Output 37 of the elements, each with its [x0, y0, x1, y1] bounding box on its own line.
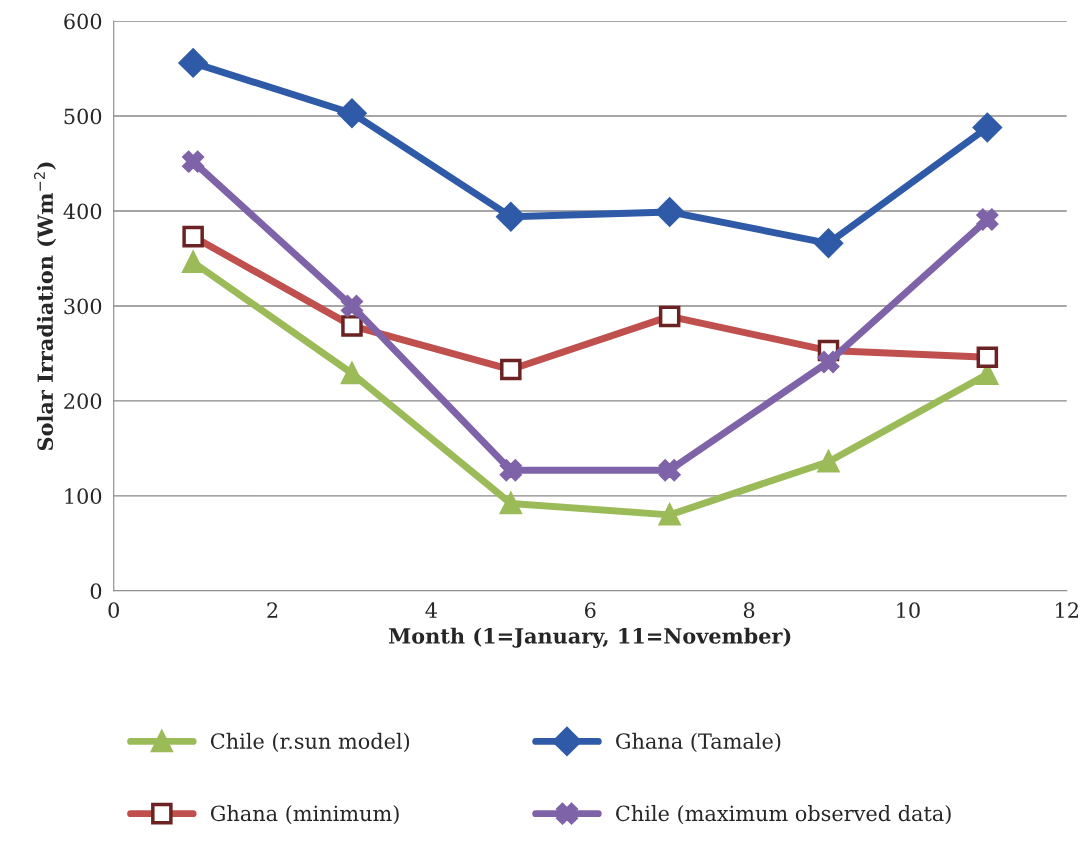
point [817, 351, 840, 373]
y-tick-label: 0 [90, 583, 102, 600]
x-tick-label: 12 [1056, 602, 1078, 618]
point [499, 490, 523, 515]
point [500, 459, 522, 481]
y-tick-label: 200 [64, 393, 102, 410]
x-tick-label: 6 [585, 602, 596, 619]
y-axis-title: Solar Irradiation (Wm$^{−2}$) [33, 162, 57, 451]
legend-label: Chile (r.sun model) [210, 732, 410, 752]
point [178, 48, 208, 78]
y-tick-label: 100 [65, 488, 102, 505]
x-axis-title: Month (1=January, 11=November) [389, 627, 791, 649]
y-tick-label: 600 [64, 13, 102, 30]
point [655, 197, 685, 227]
point [972, 112, 1002, 142]
point [817, 450, 840, 473]
x-tick-label: 8 [743, 602, 755, 619]
point [813, 228, 843, 258]
y-tick-label: 300 [64, 298, 102, 315]
legend-label: Ghana (minimum) [210, 805, 399, 825]
point [658, 459, 681, 481]
legend-label: Ghana (Tamale) [616, 732, 781, 752]
y-tick-label: 400 [63, 203, 102, 220]
y-tick-label: 500 [64, 108, 102, 125]
point [337, 98, 367, 128]
x-tick-label: 4 [425, 602, 437, 618]
point [658, 504, 681, 526]
point [340, 360, 363, 385]
point [182, 150, 204, 173]
point [181, 249, 204, 274]
point [341, 295, 363, 317]
x-tick-label: 10 [897, 602, 920, 619]
x-tick-label: 0 [108, 602, 119, 619]
x-tick-label: 2 [267, 602, 278, 618]
legend-label: Chile (maximum observed data) [616, 805, 951, 825]
point [976, 208, 999, 231]
point [496, 202, 526, 232]
